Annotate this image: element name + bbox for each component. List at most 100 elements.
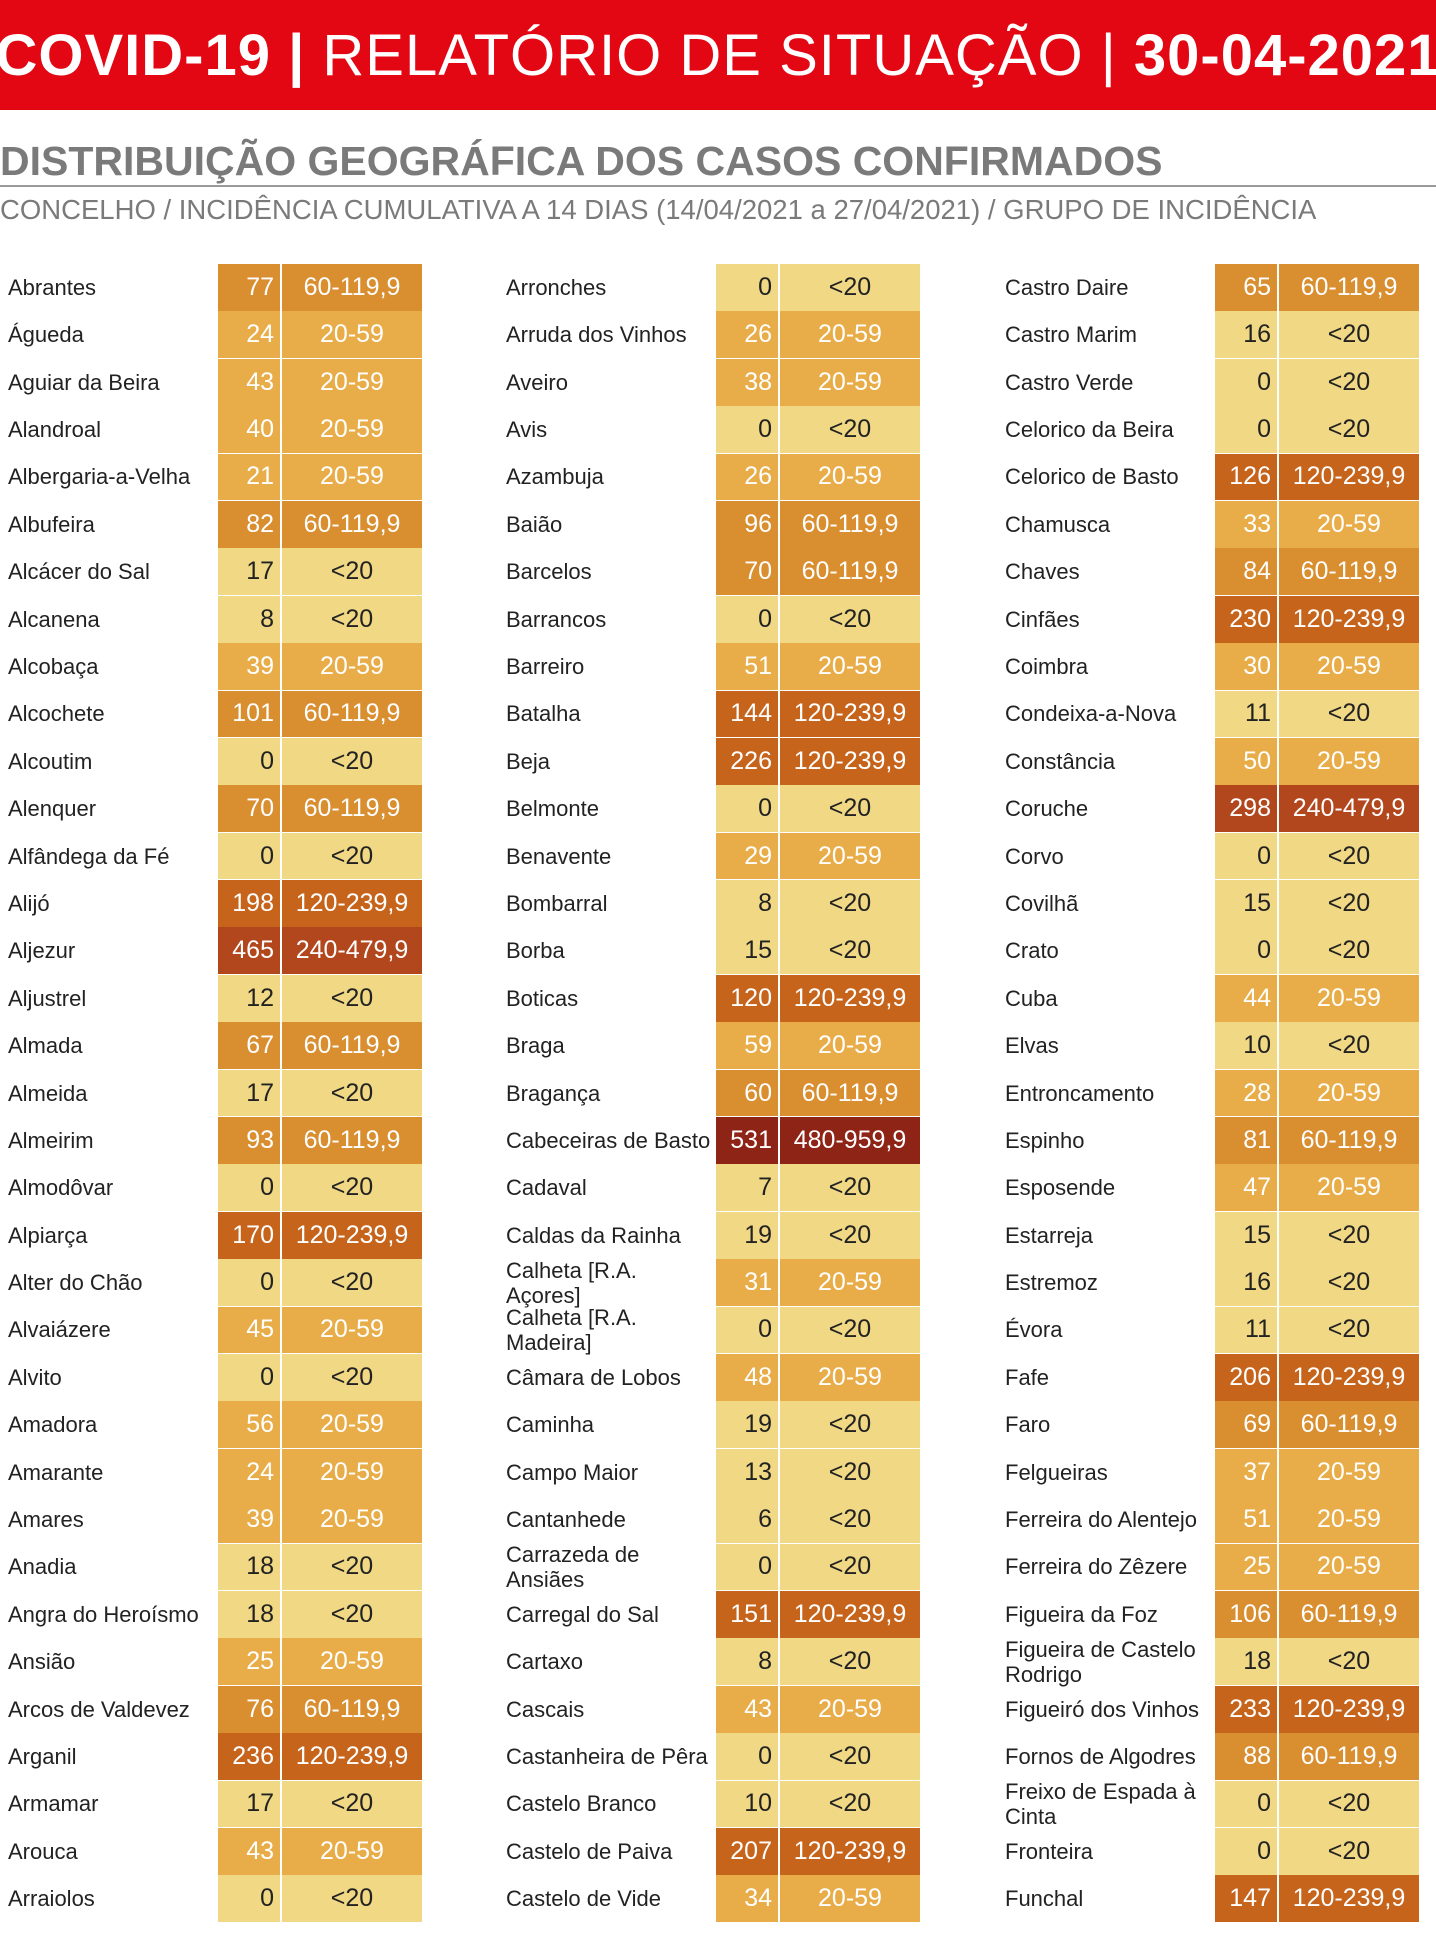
incidence-value: 33 [1215,500,1279,548]
table-row: Arouca 43 20-59 [0,1827,430,1875]
municipality-name: Avis [506,417,548,443]
table-row: Almeida 17 <20 [0,1069,430,1117]
incidence-value: 230 [1215,595,1279,643]
title-divider [0,185,1436,187]
incidence-group: <20 [282,595,422,643]
table-row: Coruche 298 240-479,9 [997,785,1427,833]
incidence-group: 120-239,9 [1279,1353,1419,1401]
table-row: Freixo de Espada à Cinta 0 <20 [997,1779,1427,1829]
table-row: Cartaxo 8 <20 [498,1638,928,1686]
incidence-value: 6 [716,1496,780,1543]
table-row: Amarante 24 20-59 [0,1448,430,1496]
table-row: Campo Maior 13 <20 [498,1448,928,1496]
municipality-name: Alcochete [8,701,105,727]
table-row: Almada 67 60-119,9 [0,1022,430,1070]
municipality-name: Alfândega da Fé [8,843,170,869]
municipality-name: Amadora [8,1412,98,1438]
incidence-group: <20 [282,974,422,1022]
table-row: Alfândega da Fé 0 <20 [0,832,430,880]
incidence-group: <20 [1279,1780,1419,1828]
incidence-group: 240-479,9 [1279,785,1419,833]
incidence-group: 120-239,9 [780,1827,920,1875]
table-row: Almodôvar 0 <20 [0,1164,430,1212]
municipality-name: Barcelos [506,559,592,585]
municipality-name: Braga [506,1033,565,1059]
table-row: Fafe 206 120-239,9 [997,1353,1427,1401]
municipality-name: Alcobaça [8,654,99,680]
incidence-value: 24 [218,1448,282,1496]
municipality-name: Évora [1005,1317,1063,1343]
table-row: Cadaval 7 <20 [498,1164,928,1212]
incidence-group: <20 [1279,927,1419,975]
incidence-value: 26 [716,311,780,359]
incidence-group: 20-59 [1279,1448,1419,1496]
incidence-value: 0 [218,1259,282,1306]
municipality-name: Cartaxo [506,1649,584,1675]
municipality-name: Arronches [506,274,607,300]
incidence-group: <20 [1279,1211,1419,1259]
table-row: Alcácer do Sal 17 <20 [0,548,430,596]
incidence-value: 531 [716,1117,780,1164]
page-title: DISTRIBUIÇÃO GEOGRÁFICA DOS CASOS CONFIR… [0,138,1163,184]
incidence-group: <20 [1279,1827,1419,1875]
incidence-group: 120-239,9 [1279,1685,1419,1733]
incidence-value: 10 [1215,1022,1279,1070]
incidence-value: 0 [1215,1827,1279,1875]
municipality-name: Esposende [1005,1175,1116,1201]
incidence-group: 20-59 [780,358,920,406]
table-row: Cinfães 230 120-239,9 [997,595,1427,643]
incidence-group: 120-239,9 [780,974,920,1022]
table-row: Cabeceiras de Basto 531 480-959,9 [498,1117,928,1164]
municipality-name: Aguiar da Beira [8,369,160,395]
table-row: Alpiarça 170 120-239,9 [0,1211,430,1259]
incidence-group: 60-119,9 [282,500,422,548]
incidence-group: 60-119,9 [1279,1117,1419,1164]
incidence-group: <20 [780,1306,920,1354]
table-row: Arganil 236 120-239,9 [0,1733,430,1780]
incidence-value: 77 [218,264,282,311]
municipality-name: Castanheira de Pêra [506,1744,708,1769]
incidence-group: 60-119,9 [282,1022,422,1070]
incidence-group: <20 [780,1496,920,1543]
incidence-value: 81 [1215,1117,1279,1164]
table-row: Alandroal 40 20-59 [0,406,430,453]
table-column-3: Castro Daire 65 60-119,9 Castro Marim 16 <20 C… [997,264,1427,1923]
municipality-name: Cinfães [1005,606,1080,632]
municipality-name: Arouca [8,1838,78,1864]
incidence-group: 60-119,9 [1279,1733,1419,1780]
incidence-group: <20 [780,1164,920,1212]
municipality-name: Câmara de Lobos [506,1364,681,1390]
municipality-name: Bombarral [506,890,608,916]
table-row: Aljezur 465 240-479,9 [0,927,430,975]
incidence-value: 21 [218,453,282,501]
incidence-group: 60-119,9 [780,500,920,548]
incidence-value: 233 [1215,1685,1279,1733]
incidence-group: <20 [780,264,920,311]
incidence-value: 29 [716,832,780,880]
municipality-name: Castelo Branco [506,1791,657,1817]
incidence-group: 20-59 [1279,1543,1419,1591]
table-row: Águeda 24 20-59 [0,311,430,359]
table-row: Évora 11 <20 [997,1306,1427,1354]
incidence-value: 26 [716,453,780,501]
table-row: Elvas 10 <20 [997,1022,1427,1070]
incidence-value: 465 [218,927,282,975]
municipality-name: Cantanhede [506,1507,626,1533]
incidence-group: <20 [282,1590,422,1638]
incidence-value: 15 [716,927,780,975]
table-row: Armamar 17 <20 [0,1780,430,1828]
incidence-value: 43 [218,1827,282,1875]
table-row: Fronteira 0 <20 [997,1827,1427,1875]
incidence-value: 8 [218,595,282,643]
incidence-value: 298 [1215,785,1279,833]
table-row: Cantanhede 6 <20 [498,1496,928,1543]
banner-date: 30-04-2021 [1133,22,1436,88]
municipality-name: Armamar [8,1791,99,1817]
incidence-group: <20 [780,1543,920,1591]
incidence-value: 0 [716,406,780,453]
incidence-group: 120-239,9 [780,1590,920,1638]
incidence-value: 0 [1215,832,1279,880]
municipality-name: Alter do Chão [8,1270,143,1296]
incidence-group: 120-239,9 [282,880,422,927]
incidence-group: <20 [780,406,920,453]
